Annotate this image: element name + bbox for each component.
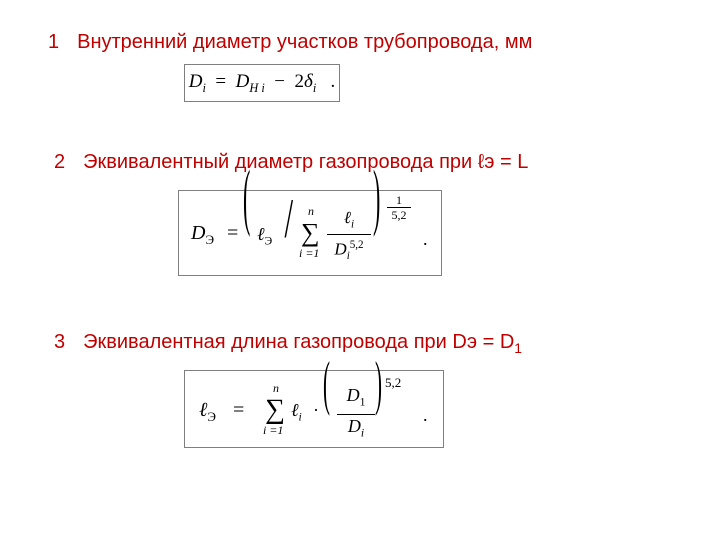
formula-2-content: DЭ = ( ) ℓЭ / ∑ n i =1 ℓi Di5,2 1 5,2 .: [179, 191, 441, 275]
page: 1 Внутренний диаметр участков трубопрово…: [0, 0, 720, 540]
heading-3-title: Эквивалентная длина газопровода при Dэ =…: [83, 331, 522, 353]
formula-1-box: Di = DH i − 2δi .: [184, 64, 340, 102]
formula-2-box: DЭ = ( ) ℓЭ / ∑ n i =1 ℓi Di5,2 1 5,2 .: [178, 190, 442, 276]
heading-1-number: 1: [48, 30, 66, 55]
heading-1: 1 Внутренний диаметр участков трубопрово…: [48, 30, 532, 55]
heading-1-title: Внутренний диаметр участков трубопровода…: [77, 31, 532, 53]
heading-2-title: Эквивалентный диаметр газопровода при ℓэ…: [83, 151, 528, 173]
formula-1-content: Di = DH i − 2δi .: [189, 71, 336, 96]
heading-2-number: 2: [54, 150, 72, 175]
heading-2: 2 Эквивалентный диаметр газопровода при …: [54, 150, 528, 175]
formula-3-box: ℓЭ = ∑ n i =1 ℓi · ( ) D1 Di 5,2 .: [184, 370, 444, 448]
heading-3-number: 3: [54, 330, 72, 355]
formula-3-content: ℓЭ = ∑ n i =1 ℓi · ( ) D1 Di 5,2 .: [185, 371, 443, 447]
heading-3: 3 Эквивалентная длина газопровода при Dэ…: [54, 330, 522, 358]
